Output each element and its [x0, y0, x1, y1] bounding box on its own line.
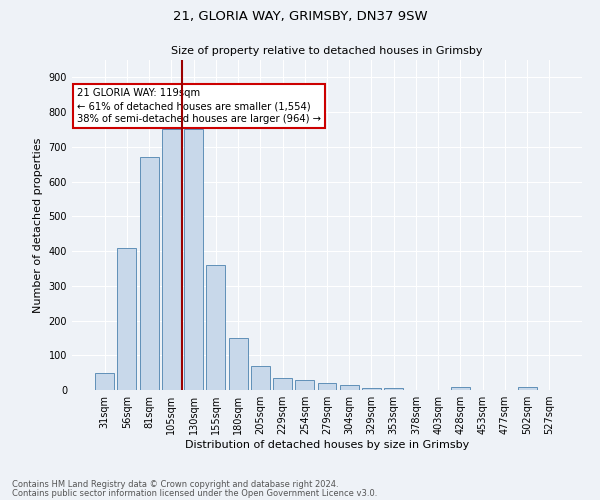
Bar	[451, 387, 470, 390]
Text: 21, GLORIA WAY, GRIMSBY, DN37 9SW: 21, GLORIA WAY, GRIMSBY, DN37 9SW	[173, 10, 427, 23]
X-axis label: Distribution of detached houses by size in Grimsby: Distribution of detached houses by size …	[185, 440, 469, 450]
Bar	[317, 383, 337, 390]
Bar	[518, 387, 536, 390]
Bar	[95, 374, 114, 390]
Bar	[206, 265, 225, 390]
Y-axis label: Number of detached properties: Number of detached properties	[33, 138, 43, 312]
Bar	[140, 158, 158, 390]
Bar	[384, 388, 403, 390]
Text: Contains HM Land Registry data © Crown copyright and database right 2024.: Contains HM Land Registry data © Crown c…	[12, 480, 338, 489]
Text: 21 GLORIA WAY: 119sqm
← 61% of detached houses are smaller (1,554)
38% of semi-d: 21 GLORIA WAY: 119sqm ← 61% of detached …	[77, 88, 321, 124]
Bar	[229, 338, 248, 390]
Bar	[118, 248, 136, 390]
Bar	[340, 385, 359, 390]
Text: Contains public sector information licensed under the Open Government Licence v3: Contains public sector information licen…	[12, 489, 377, 498]
Title: Size of property relative to detached houses in Grimsby: Size of property relative to detached ho…	[171, 46, 483, 56]
Bar	[251, 366, 270, 390]
Bar	[295, 380, 314, 390]
Bar	[162, 130, 181, 390]
Bar	[273, 378, 292, 390]
Bar	[362, 388, 381, 390]
Bar	[184, 130, 203, 390]
